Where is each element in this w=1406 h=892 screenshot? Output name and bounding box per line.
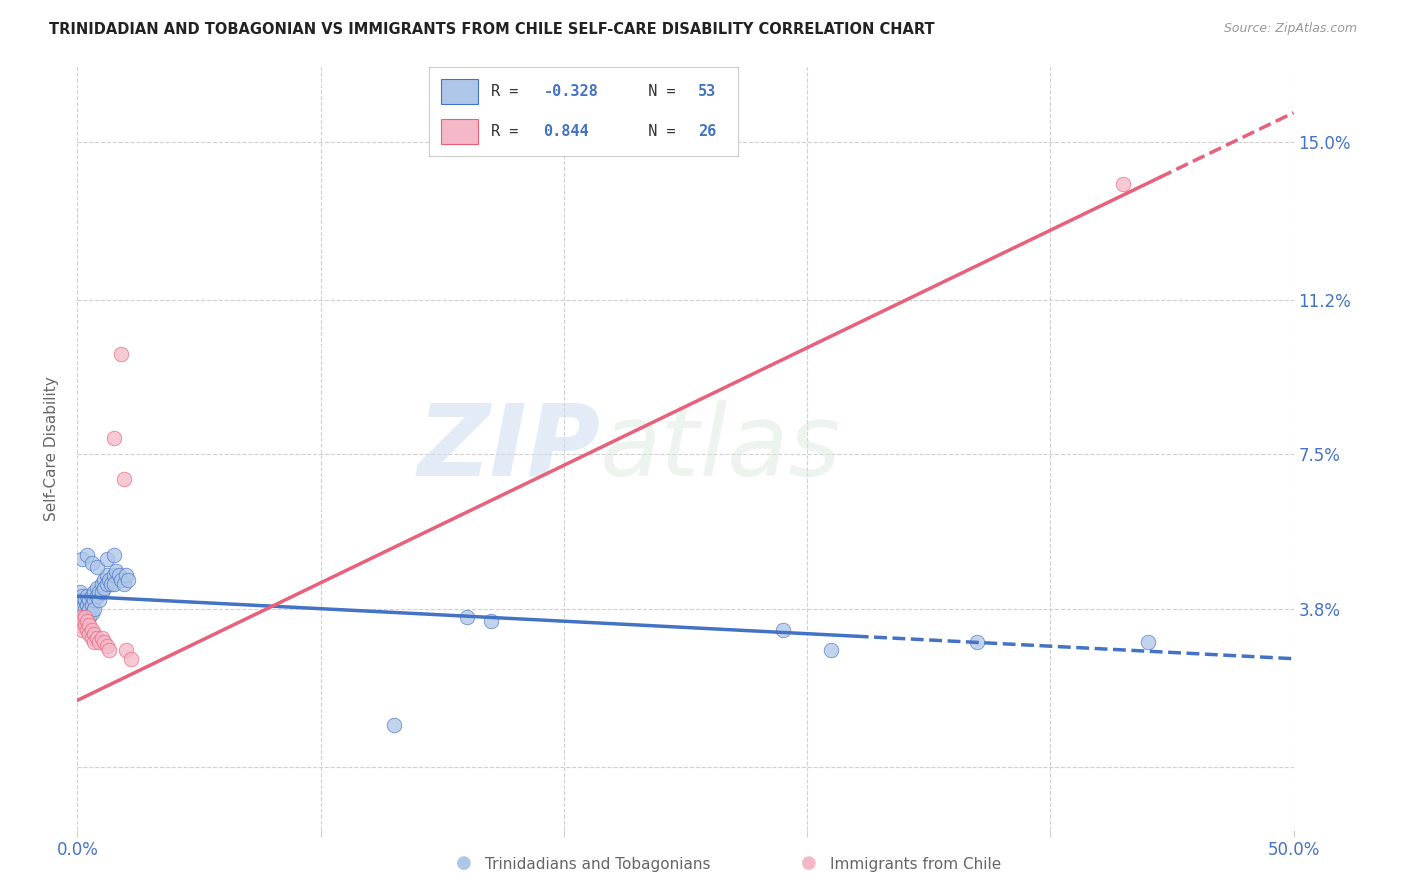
Point — [86, 631, 108, 645]
Point — [73, 593, 96, 607]
Point — [70, 623, 93, 637]
Point — [69, 593, 91, 607]
Point — [966, 635, 988, 649]
Point — [86, 589, 108, 603]
Text: ●: ● — [800, 855, 817, 872]
Text: -0.328: -0.328 — [543, 85, 598, 99]
Point — [70, 610, 93, 624]
Text: 0.844: 0.844 — [543, 124, 589, 138]
Text: Immigrants from Chile: Immigrants from Chile — [830, 857, 1001, 872]
Point — [83, 601, 105, 615]
Text: N =: N = — [630, 124, 685, 138]
Point — [115, 568, 138, 582]
Point — [73, 601, 96, 615]
Point — [73, 610, 96, 624]
Point — [820, 643, 842, 657]
Point — [772, 623, 794, 637]
Text: R =: R = — [491, 85, 527, 99]
Y-axis label: Self-Care Disability: Self-Care Disability — [44, 376, 59, 521]
Point — [103, 568, 125, 582]
Point — [112, 473, 135, 487]
Point — [83, 593, 105, 607]
Point — [79, 610, 101, 624]
Point — [89, 635, 111, 649]
Point — [80, 606, 103, 620]
Point — [107, 568, 129, 582]
Point — [80, 631, 103, 645]
Point — [80, 623, 103, 637]
Point — [1112, 177, 1135, 191]
Point — [105, 564, 128, 578]
Text: Source: ZipAtlas.com: Source: ZipAtlas.com — [1223, 22, 1357, 36]
Point — [96, 551, 118, 566]
Point — [70, 601, 93, 615]
Point — [110, 347, 132, 361]
Point — [79, 593, 101, 607]
Point — [90, 631, 112, 645]
Point — [70, 551, 93, 566]
Point — [76, 623, 98, 637]
Point — [100, 576, 122, 591]
Point — [73, 610, 96, 624]
FancyBboxPatch shape — [441, 119, 478, 144]
Point — [96, 639, 118, 653]
Text: Trinidadians and Tobagonians: Trinidadians and Tobagonians — [485, 857, 710, 872]
Point — [89, 593, 111, 607]
Point — [120, 651, 142, 665]
Point — [83, 635, 105, 649]
Point — [112, 576, 135, 591]
Point — [79, 626, 101, 640]
Point — [103, 576, 125, 591]
Point — [70, 589, 93, 603]
Point — [97, 643, 120, 657]
Text: R =: R = — [491, 124, 536, 138]
Point — [80, 556, 103, 570]
Point — [69, 585, 91, 599]
Text: ZIP: ZIP — [418, 400, 600, 497]
Text: 26: 26 — [697, 124, 716, 138]
Point — [69, 610, 91, 624]
Point — [76, 606, 98, 620]
Point — [80, 598, 103, 612]
Point — [89, 585, 111, 599]
Point — [103, 548, 125, 562]
Point — [90, 576, 112, 591]
Point — [69, 618, 91, 632]
Point — [80, 589, 103, 603]
Point — [456, 610, 478, 624]
Point — [479, 614, 502, 628]
Point — [90, 585, 112, 599]
Point — [103, 431, 125, 445]
Text: TRINIDADIAN AND TOBAGONIAN VS IMMIGRANTS FROM CHILE SELF-CARE DISABILITY CORRELA: TRINIDADIAN AND TOBAGONIAN VS IMMIGRANTS… — [49, 22, 935, 37]
Point — [83, 626, 105, 640]
Point — [93, 635, 115, 649]
Point — [115, 643, 138, 657]
Point — [79, 618, 101, 632]
Point — [110, 573, 132, 587]
Point — [382, 718, 405, 732]
Point — [83, 585, 105, 599]
Point — [76, 589, 98, 603]
Point — [76, 614, 98, 628]
Point — [76, 598, 98, 612]
Point — [86, 581, 108, 595]
Text: atlas: atlas — [600, 400, 842, 497]
Point — [70, 614, 93, 628]
Point — [1136, 635, 1159, 649]
Point — [93, 581, 115, 595]
Point — [97, 573, 120, 587]
Point — [117, 573, 139, 587]
Point — [79, 601, 101, 615]
Point — [76, 548, 98, 562]
Text: N =: N = — [630, 85, 685, 99]
Text: ●: ● — [456, 855, 472, 872]
Point — [96, 568, 118, 582]
Point — [73, 618, 96, 632]
FancyBboxPatch shape — [441, 79, 478, 104]
Point — [93, 573, 115, 587]
Point — [96, 576, 118, 591]
Text: 53: 53 — [697, 85, 716, 99]
Point — [86, 560, 108, 574]
